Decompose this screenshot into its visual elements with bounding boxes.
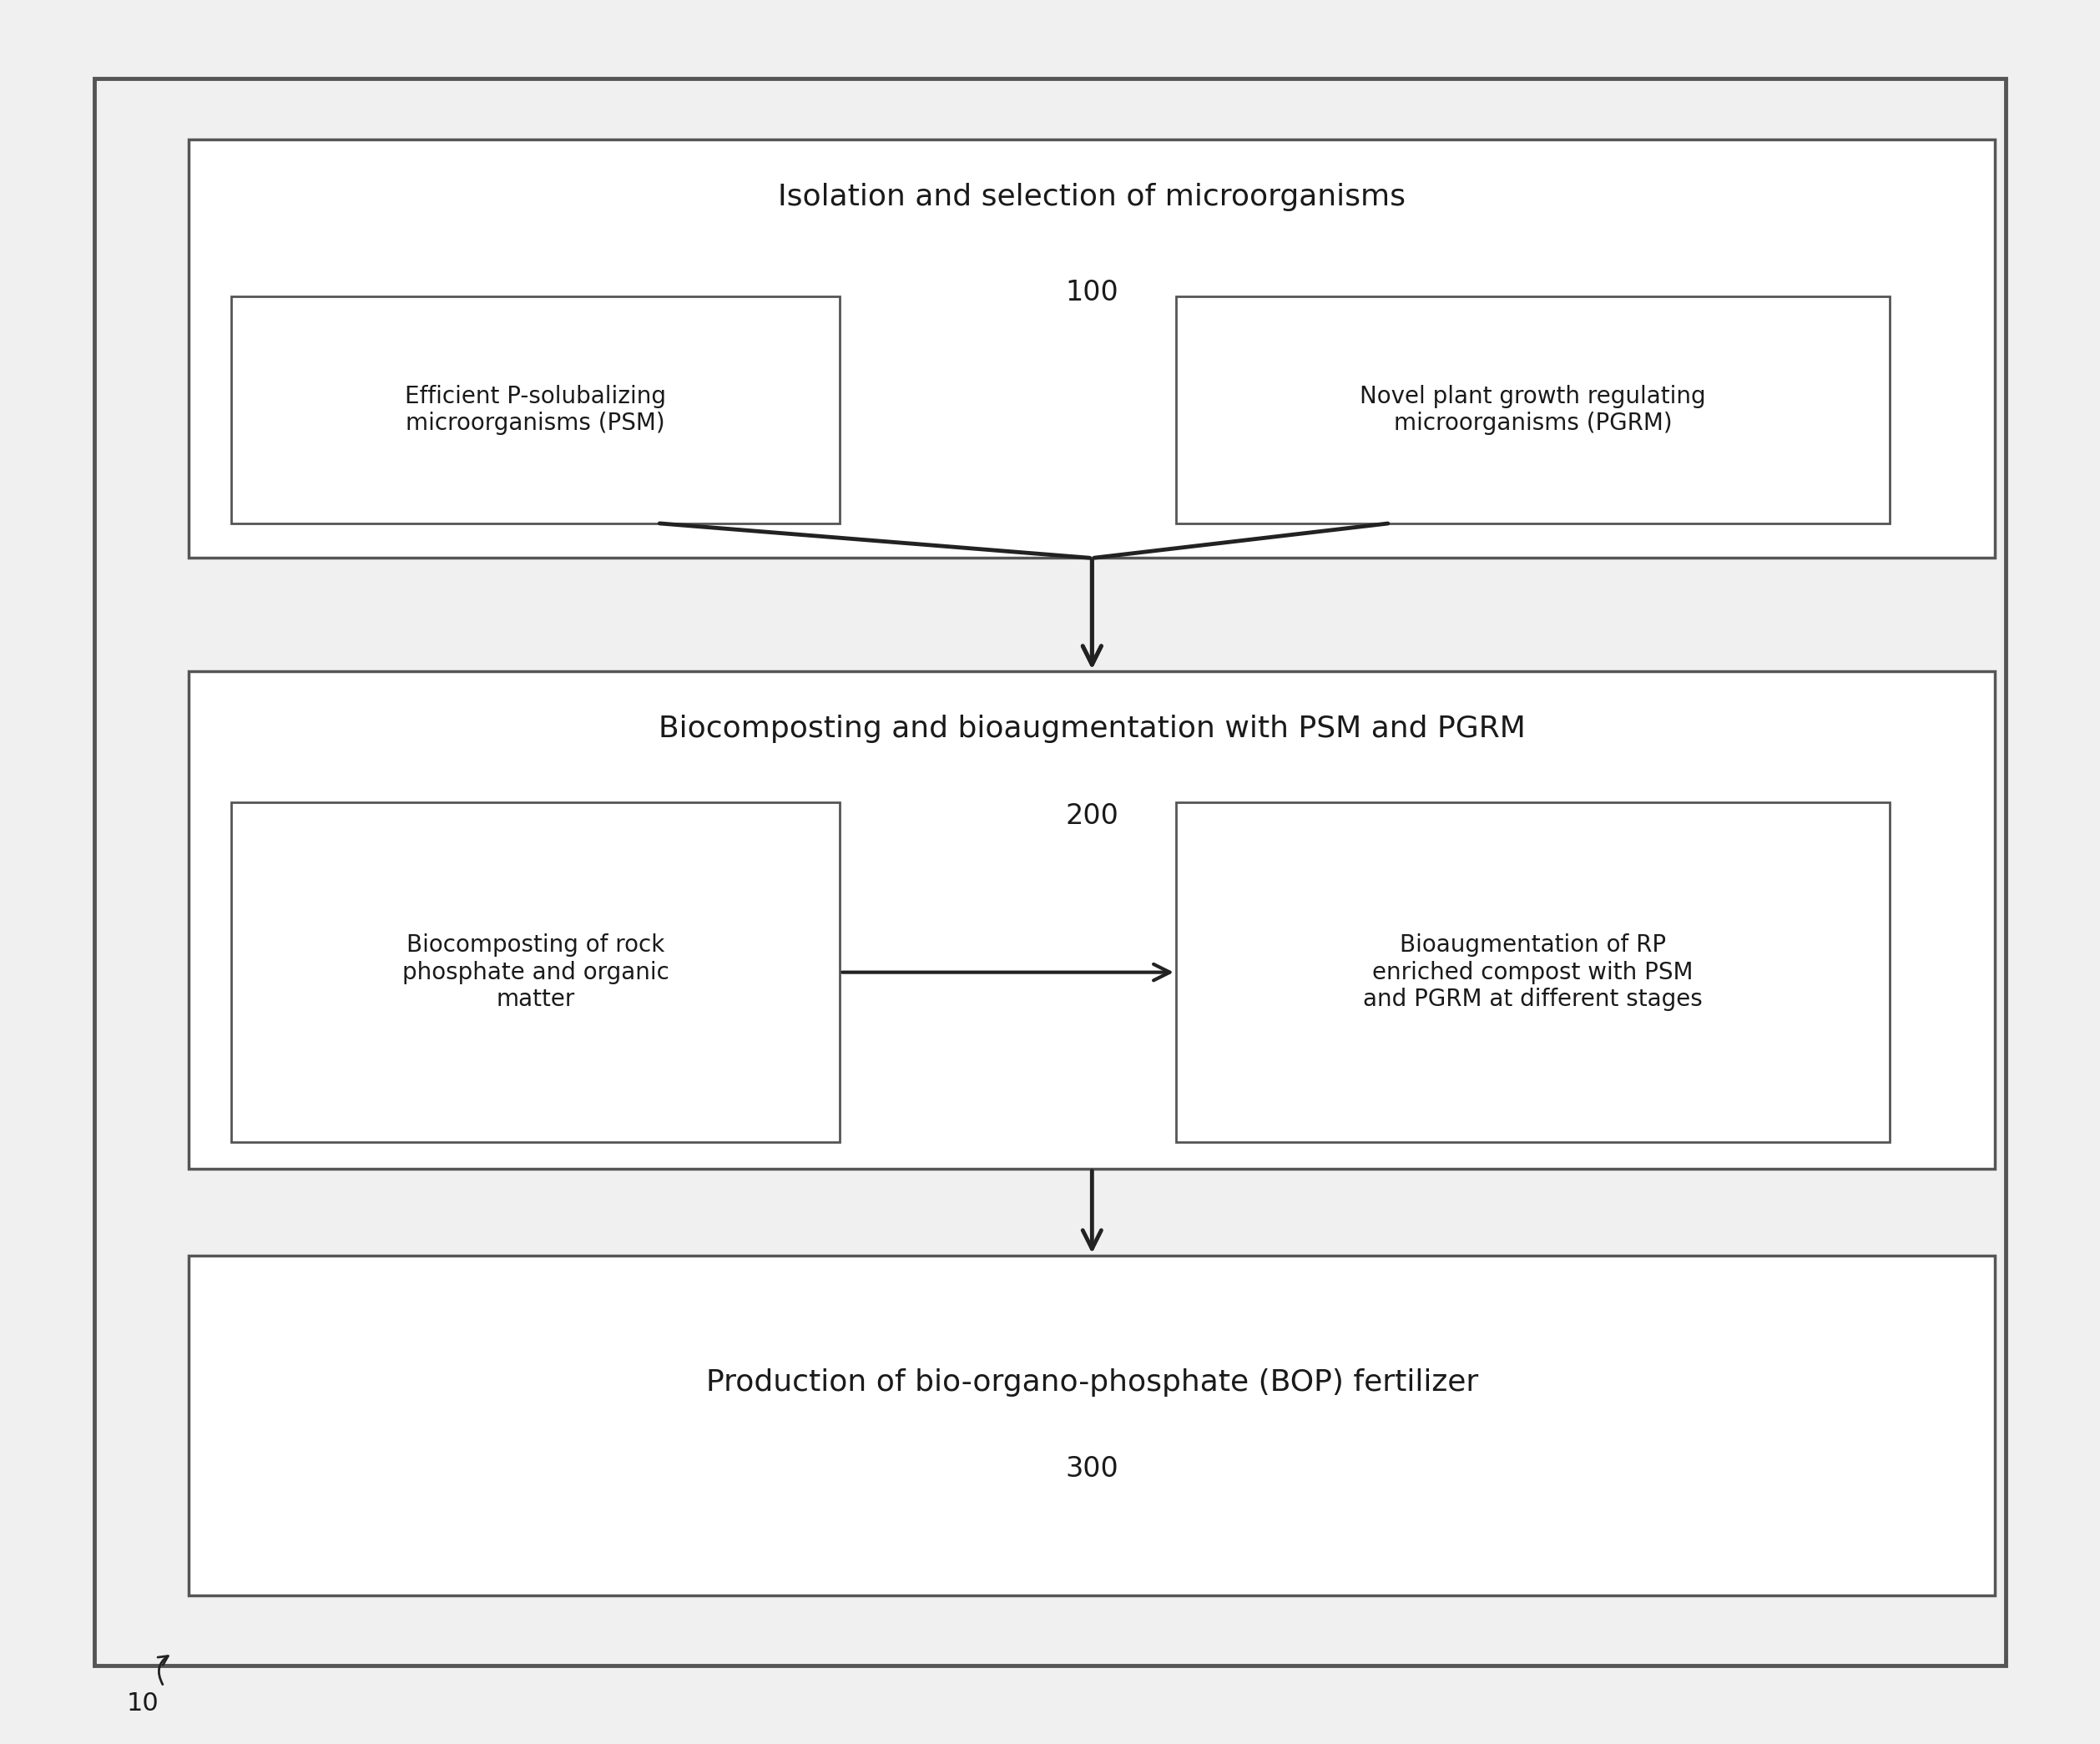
Text: 10: 10 (126, 1692, 160, 1716)
Text: Novel plant growth regulating
microorganisms (PGRM): Novel plant growth regulating microorgan… (1361, 385, 1705, 434)
Text: Efficient P-solubalizing
microorganisms (PSM): Efficient P-solubalizing microorganisms … (405, 385, 666, 434)
FancyBboxPatch shape (189, 140, 1995, 558)
FancyBboxPatch shape (1176, 802, 1890, 1142)
FancyBboxPatch shape (189, 1256, 1995, 1596)
Text: Biocomposting of rock
phosphate and organic
matter: Biocomposting of rock phosphate and orga… (401, 933, 670, 1012)
Text: Bioaugmentation of RP
enriched compost with PSM
and PGRM at different stages: Bioaugmentation of RP enriched compost w… (1363, 933, 1703, 1012)
Text: Biocomposting and bioaugmentation with PSM and PGRM: Biocomposting and bioaugmentation with P… (659, 715, 1525, 743)
FancyBboxPatch shape (231, 802, 840, 1142)
Text: 100: 100 (1065, 279, 1119, 307)
Text: 200: 200 (1065, 802, 1119, 830)
FancyBboxPatch shape (231, 296, 840, 523)
FancyBboxPatch shape (94, 78, 2005, 1666)
Text: Isolation and selection of microorganisms: Isolation and selection of microorganism… (779, 183, 1405, 211)
Text: 300: 300 (1065, 1456, 1119, 1482)
FancyBboxPatch shape (189, 671, 1995, 1168)
Text: Production of bio-organo-phosphate (BOP) fertilizer: Production of bio-organo-phosphate (BOP)… (706, 1367, 1478, 1397)
FancyBboxPatch shape (1176, 296, 1890, 523)
